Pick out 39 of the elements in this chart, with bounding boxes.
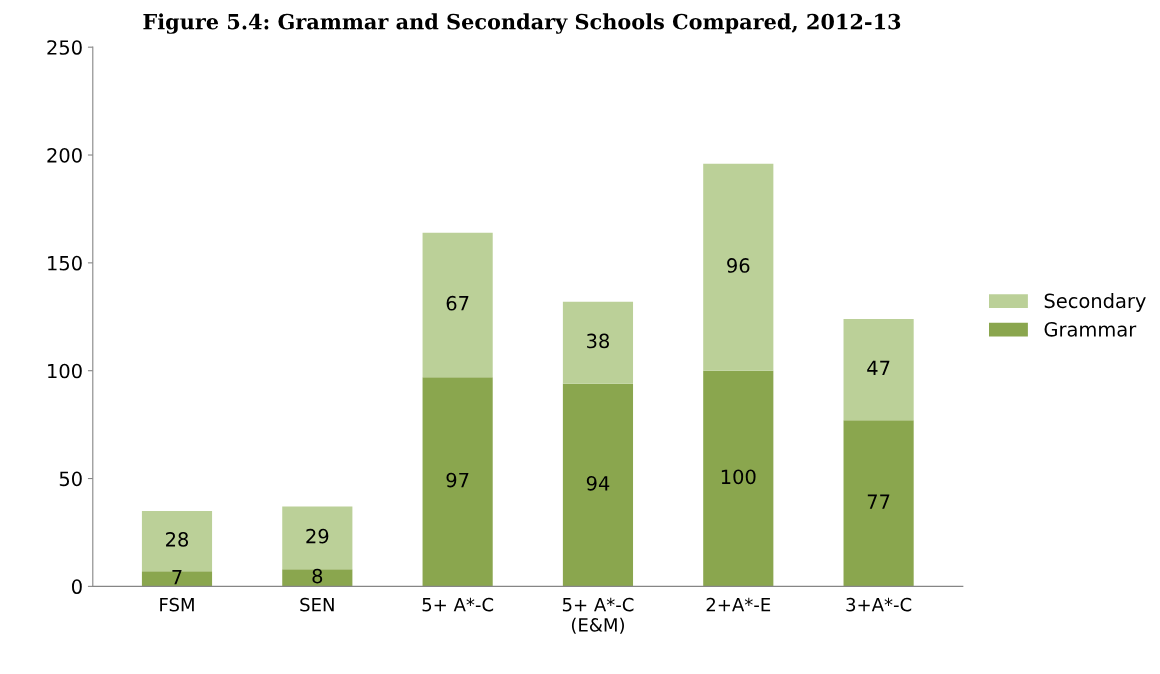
legend-label: Secondary (1044, 293, 1146, 312)
bar (422, 377, 493, 587)
data-label: 100 (721, 469, 756, 485)
bar (282, 506, 353, 570)
x-tick-label: 2+A*-E (706, 597, 771, 612)
bar (843, 420, 914, 587)
x-tick-label: 5+ A*-C (422, 597, 494, 612)
bar (703, 163, 774, 371)
x-tick-label: FSM (160, 597, 194, 612)
legend-label: Grammar (1044, 321, 1137, 337)
bar (562, 383, 634, 587)
y-tick-label: 250 (47, 40, 82, 55)
data-label: 28 (166, 532, 189, 547)
data-label: 67 (446, 295, 469, 311)
y-tick-label: 50 (59, 471, 82, 487)
y-tick-label: 200 (47, 147, 82, 163)
data-label: 29 (306, 528, 329, 544)
chart-title: Figure 5.4: Grammar and Secondary Schools Compared, 2012-13 (143, 13, 901, 34)
y-tick-label: 150 (48, 255, 82, 271)
bar (282, 569, 353, 587)
data-label: 97 (446, 472, 469, 488)
y-tick-label: 0 (71, 579, 82, 595)
x-tick-label: 5+ A*-C (E&M) (562, 597, 634, 634)
bar (141, 510, 213, 572)
bar (843, 318, 914, 421)
bar (703, 370, 774, 587)
data-label: 47 (867, 360, 890, 375)
data-label: 7 (172, 570, 182, 585)
bar (141, 571, 213, 587)
data-label: 96 (727, 258, 750, 273)
y-tick-label: 100 (48, 363, 82, 379)
x-tick-label: SEN (300, 597, 334, 612)
data-label: 77 (867, 494, 890, 509)
x-tick-label: 3+A*-C (846, 597, 912, 612)
data-label: 94 (586, 475, 610, 491)
data-label: 38 (587, 333, 609, 349)
data-label: 8 (312, 568, 323, 584)
bar (422, 232, 493, 378)
bar (562, 301, 634, 384)
